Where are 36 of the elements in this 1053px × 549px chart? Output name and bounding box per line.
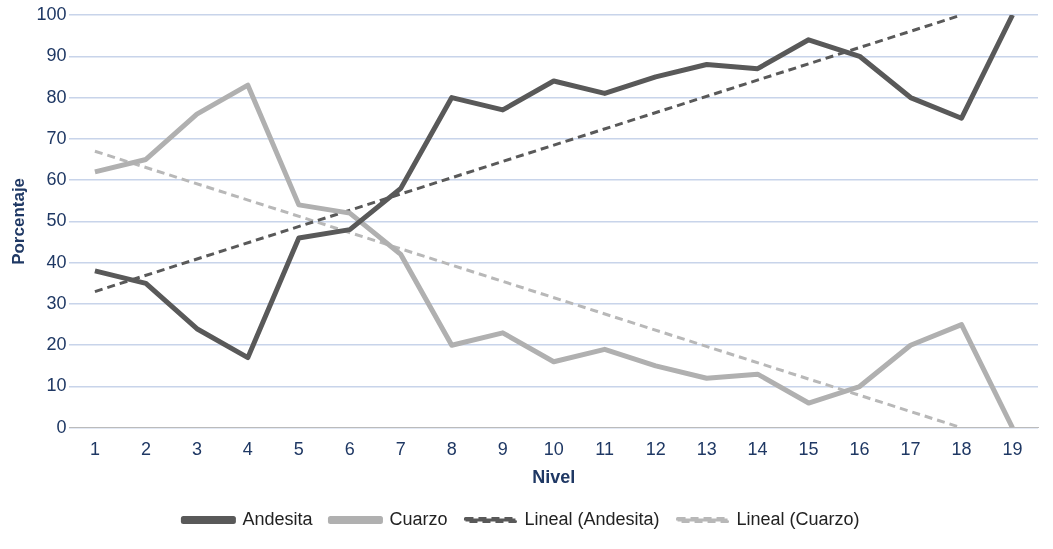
x-tick-label: 13 <box>696 438 717 459</box>
x-tick-label: 3 <box>191 438 202 459</box>
y-tick-label: 80 <box>46 86 67 107</box>
legend-label: Lineal (Andesita) <box>524 508 660 529</box>
x-tick-label: 19 <box>1002 438 1023 459</box>
x-tick-label: 16 <box>849 438 870 459</box>
x-tick-label: 6 <box>344 438 355 459</box>
x-tick-label: 4 <box>242 438 253 459</box>
x-tick-label: 7 <box>395 438 406 459</box>
x-tick-label: 14 <box>747 438 768 459</box>
x-tick-label: 11 <box>595 438 615 459</box>
x-tick-label: 17 <box>900 438 921 459</box>
x-tick-label: 2 <box>140 438 151 459</box>
x-tick-label: 1 <box>89 438 100 459</box>
y-tick-label: 10 <box>46 375 67 396</box>
y-tick-label: 100 <box>36 3 67 24</box>
x-tick-label: 5 <box>293 438 304 459</box>
x-tick-label: 18 <box>951 438 972 459</box>
y-tick-label: 50 <box>46 210 67 231</box>
x-tick-label: 8 <box>446 438 457 459</box>
x-axis-title: Nivel <box>532 467 576 488</box>
y-tick-label: 70 <box>46 127 67 148</box>
x-tick-label: 15 <box>798 438 819 459</box>
y-axis-title: Porcentaje <box>8 177 28 265</box>
legend-label: Cuarzo <box>389 508 448 529</box>
legend-label: Lineal (Cuarzo) <box>736 508 860 529</box>
y-tick-label: 20 <box>46 334 67 355</box>
y-tick-label: 30 <box>46 292 67 313</box>
x-tick-label: 12 <box>645 438 666 459</box>
y-tick-label: 60 <box>46 169 67 190</box>
x-tick-label: 10 <box>543 438 564 459</box>
y-tick-label: 0 <box>56 416 67 437</box>
legend-label: Andesita <box>242 508 314 529</box>
x-tick-label: 9 <box>497 438 508 459</box>
y-tick-label: 40 <box>46 251 67 272</box>
y-tick-label: 90 <box>46 45 67 66</box>
